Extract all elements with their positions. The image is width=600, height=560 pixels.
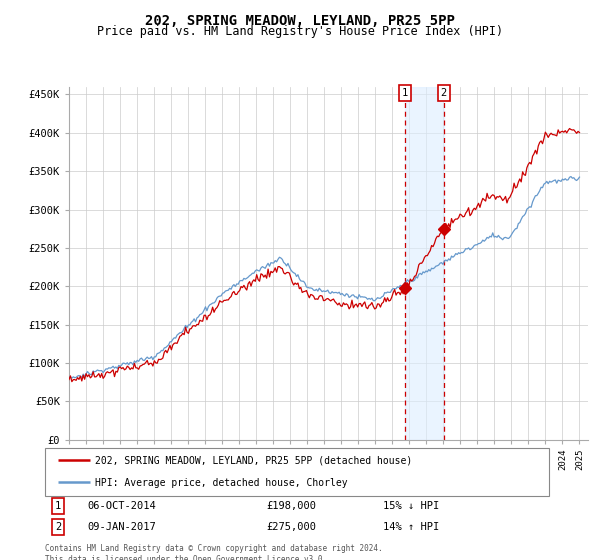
- Text: 1: 1: [402, 88, 408, 98]
- FancyBboxPatch shape: [45, 448, 549, 496]
- Bar: [405, 87, 444, 440]
- Text: HPI: Average price, detached house, Chorley: HPI: Average price, detached house, Chor…: [95, 478, 348, 488]
- Text: 1: 1: [55, 501, 61, 511]
- Text: £275,000: £275,000: [267, 522, 317, 532]
- Text: Contains HM Land Registry data © Crown copyright and database right 2024.
This d: Contains HM Land Registry data © Crown c…: [45, 544, 383, 560]
- Text: £198,000: £198,000: [267, 501, 317, 511]
- Text: 15% ↓ HPI: 15% ↓ HPI: [383, 501, 439, 511]
- Text: 2: 2: [55, 522, 61, 532]
- Text: 2: 2: [441, 88, 447, 98]
- Text: 09-JAN-2017: 09-JAN-2017: [87, 522, 156, 532]
- Text: 14% ↑ HPI: 14% ↑ HPI: [383, 522, 439, 532]
- Text: Price paid vs. HM Land Registry's House Price Index (HPI): Price paid vs. HM Land Registry's House …: [97, 25, 503, 38]
- Text: 202, SPRING MEADOW, LEYLAND, PR25 5PP: 202, SPRING MEADOW, LEYLAND, PR25 5PP: [145, 14, 455, 28]
- Text: 06-OCT-2014: 06-OCT-2014: [87, 501, 156, 511]
- Text: 202, SPRING MEADOW, LEYLAND, PR25 5PP (detached house): 202, SPRING MEADOW, LEYLAND, PR25 5PP (d…: [95, 456, 413, 466]
